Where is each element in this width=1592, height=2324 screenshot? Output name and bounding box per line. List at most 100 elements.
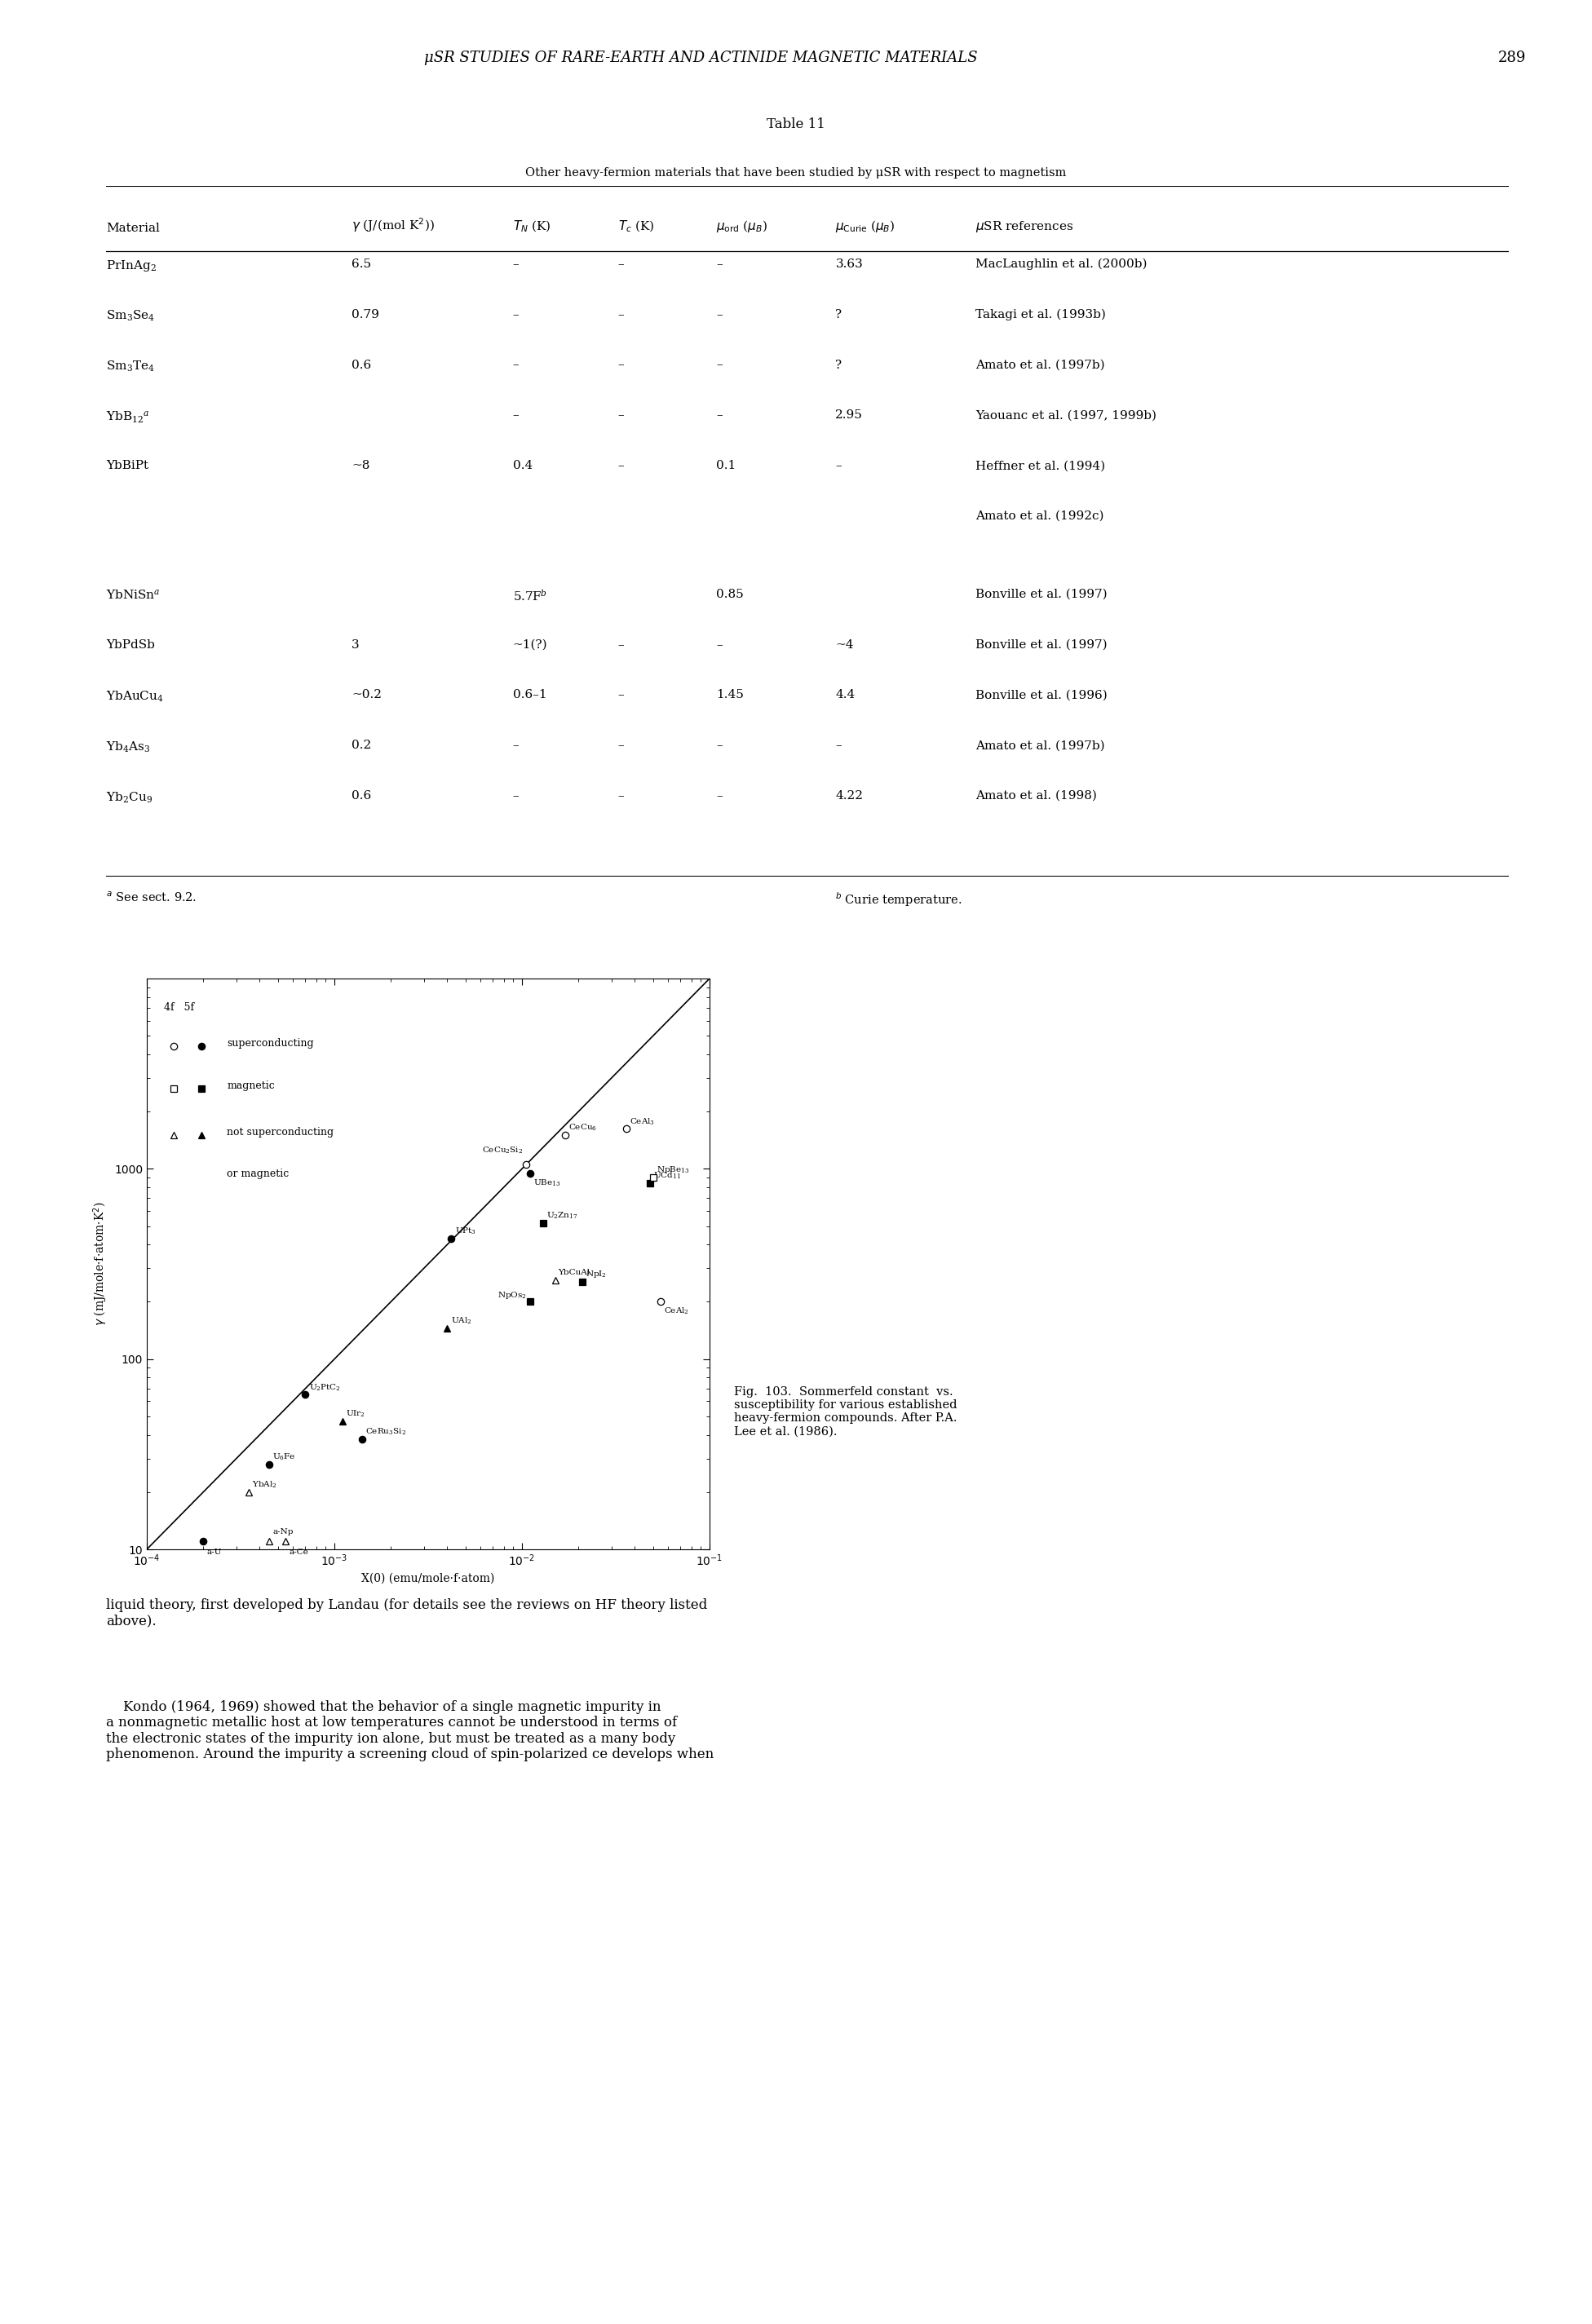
Text: Yb$_4$As$_3$: Yb$_4$As$_3$ bbox=[107, 739, 150, 753]
Text: 0.6: 0.6 bbox=[352, 360, 371, 372]
Text: NpBe$_{13}$: NpBe$_{13}$ bbox=[656, 1164, 689, 1176]
Text: Sm$_3$Te$_4$: Sm$_3$Te$_4$ bbox=[107, 360, 154, 374]
Text: 4.22: 4.22 bbox=[836, 790, 863, 802]
Text: UAl$_2$: UAl$_2$ bbox=[451, 1315, 471, 1327]
Text: ~4: ~4 bbox=[836, 639, 853, 651]
Text: ~8: ~8 bbox=[352, 460, 369, 472]
Text: μSR STUDIES OF RARE-EARTH AND ACTINIDE MAGNETIC MATERIALS: μSR STUDIES OF RARE-EARTH AND ACTINIDE M… bbox=[423, 51, 977, 65]
Text: UIr$_2$: UIr$_2$ bbox=[345, 1408, 365, 1420]
Text: YbBiPt: YbBiPt bbox=[107, 460, 148, 472]
Text: –: – bbox=[618, 690, 624, 702]
Text: YbPdSb: YbPdSb bbox=[107, 639, 154, 651]
Text: ~1(?): ~1(?) bbox=[513, 639, 548, 651]
Text: CeCu$_2$Si$_2$: CeCu$_2$Si$_2$ bbox=[482, 1146, 522, 1155]
Text: $\mu_\mathrm{ord}$ ($\mu_B$): $\mu_\mathrm{ord}$ ($\mu_B$) bbox=[716, 218, 767, 235]
Text: $T_c$ (K): $T_c$ (K) bbox=[618, 218, 654, 235]
Text: Material: Material bbox=[107, 223, 159, 235]
Text: U$_2$Zn$_{17}$: U$_2$Zn$_{17}$ bbox=[546, 1211, 578, 1220]
Text: UCd$_{11}$: UCd$_{11}$ bbox=[653, 1171, 681, 1181]
Text: $T_N$ (K): $T_N$ (K) bbox=[513, 218, 551, 235]
Text: UBe$_{13}$: UBe$_{13}$ bbox=[533, 1178, 560, 1188]
Text: YbB$_{12}$$^a$: YbB$_{12}$$^a$ bbox=[107, 409, 150, 425]
Text: Amato et al. (1992c): Amato et al. (1992c) bbox=[976, 511, 1105, 523]
Text: NpOs$_2$: NpOs$_2$ bbox=[497, 1290, 527, 1301]
Text: a-U: a-U bbox=[207, 1548, 221, 1557]
Text: –: – bbox=[618, 639, 624, 651]
Text: Yb$_2$Cu$_9$: Yb$_2$Cu$_9$ bbox=[107, 790, 153, 804]
Text: –: – bbox=[618, 409, 624, 421]
Text: Other heavy-fermion materials that have been studied by μSR with respect to magn: Other heavy-fermion materials that have … bbox=[525, 167, 1067, 179]
Text: 289: 289 bbox=[1498, 51, 1527, 65]
Text: 3: 3 bbox=[352, 639, 360, 651]
Text: 3.63: 3.63 bbox=[836, 258, 863, 270]
Text: $^a$ See sect. 9.2.: $^a$ See sect. 9.2. bbox=[107, 890, 197, 904]
Text: 2.95: 2.95 bbox=[836, 409, 863, 421]
Text: Amato et al. (1997b): Amato et al. (1997b) bbox=[976, 360, 1105, 372]
Text: –: – bbox=[716, 739, 723, 751]
Text: Sm$_3$Se$_4$: Sm$_3$Se$_4$ bbox=[107, 309, 154, 323]
Text: –: – bbox=[716, 639, 723, 651]
Text: Amato et al. (1998): Amato et al. (1998) bbox=[976, 790, 1097, 802]
Text: Kondo (1964, 1969) showed that the behavior of a single magnetic impurity in
a n: Kondo (1964, 1969) showed that the behav… bbox=[107, 1699, 713, 1762]
Text: –: – bbox=[618, 309, 624, 321]
Text: Table 11: Table 11 bbox=[767, 116, 825, 130]
Text: ?: ? bbox=[836, 309, 842, 321]
Text: Fig.  103.  Sommerfeld constant  vs.
susceptibility for various established
heav: Fig. 103. Sommerfeld constant vs. suscep… bbox=[734, 1385, 957, 1436]
Text: –: – bbox=[618, 258, 624, 270]
Text: U$_6$Fe: U$_6$Fe bbox=[272, 1452, 296, 1462]
Text: Amato et al. (1997b): Amato et al. (1997b) bbox=[976, 739, 1105, 751]
Text: YbNiSn$^a$: YbNiSn$^a$ bbox=[107, 588, 161, 602]
Text: CeCu$_6$: CeCu$_6$ bbox=[568, 1122, 597, 1134]
Text: a-Np: a-Np bbox=[272, 1529, 293, 1536]
Text: Yaouanc et al. (1997, 1999b): Yaouanc et al. (1997, 1999b) bbox=[976, 409, 1157, 421]
Y-axis label: $\gamma$ (mJ/mole·f·atom·K$^2$): $\gamma$ (mJ/mole·f·atom·K$^2$) bbox=[92, 1202, 110, 1327]
Text: –: – bbox=[513, 790, 519, 802]
Text: –: – bbox=[513, 739, 519, 751]
Text: a-Ce: a-Ce bbox=[290, 1548, 309, 1557]
Text: YbAuCu$_4$: YbAuCu$_4$ bbox=[107, 690, 164, 704]
Text: 0.4: 0.4 bbox=[513, 460, 533, 472]
Text: –: – bbox=[836, 460, 842, 472]
Text: CeAl$_3$: CeAl$_3$ bbox=[630, 1116, 654, 1127]
Text: 0.2: 0.2 bbox=[352, 739, 371, 751]
Text: –: – bbox=[513, 360, 519, 372]
Text: CeRu$_3$Si$_2$: CeRu$_3$Si$_2$ bbox=[365, 1427, 406, 1436]
Text: –: – bbox=[716, 360, 723, 372]
Text: –: – bbox=[716, 409, 723, 421]
Text: MacLaughlin et al. (2000b): MacLaughlin et al. (2000b) bbox=[976, 258, 1148, 270]
Text: Takagi et al. (1993b): Takagi et al. (1993b) bbox=[976, 309, 1106, 321]
Text: 0.1: 0.1 bbox=[716, 460, 736, 472]
Text: YbAl$_2$: YbAl$_2$ bbox=[252, 1480, 277, 1490]
Text: Bonville et al. (1997): Bonville et al. (1997) bbox=[976, 639, 1108, 651]
Text: liquid theory, first developed by Landau (for details see the reviews on HF theo: liquid theory, first developed by Landau… bbox=[107, 1599, 707, 1629]
Text: 6.5: 6.5 bbox=[352, 258, 371, 270]
Text: –: – bbox=[513, 258, 519, 270]
Text: $\gamma$ (J/(mol K$^2$)): $\gamma$ (J/(mol K$^2$)) bbox=[352, 216, 435, 235]
Text: –: – bbox=[618, 460, 624, 472]
Text: YbCuAl: YbCuAl bbox=[559, 1269, 591, 1276]
Text: ~0.2: ~0.2 bbox=[352, 690, 382, 702]
Text: 0.6: 0.6 bbox=[352, 790, 371, 802]
Text: Bonville et al. (1996): Bonville et al. (1996) bbox=[976, 690, 1108, 702]
Text: 0.6–1: 0.6–1 bbox=[513, 690, 546, 702]
Text: –: – bbox=[618, 739, 624, 751]
Text: –: – bbox=[618, 360, 624, 372]
Text: U$_2$PtC$_2$: U$_2$PtC$_2$ bbox=[309, 1383, 341, 1392]
Text: –: – bbox=[513, 309, 519, 321]
Text: –: – bbox=[513, 409, 519, 421]
Text: $\mu$SR references: $\mu$SR references bbox=[976, 218, 1075, 235]
X-axis label: X(0) (emu/mole·f·atom): X(0) (emu/mole·f·atom) bbox=[361, 1573, 495, 1585]
Text: $^b$ Curie temperature.: $^b$ Curie temperature. bbox=[836, 890, 963, 909]
Text: 0.85: 0.85 bbox=[716, 588, 743, 600]
Text: 0.79: 0.79 bbox=[352, 309, 379, 321]
Text: 1.45: 1.45 bbox=[716, 690, 743, 702]
Text: –: – bbox=[836, 739, 842, 751]
Text: 5.7F$^b$: 5.7F$^b$ bbox=[513, 588, 548, 604]
Text: –: – bbox=[716, 258, 723, 270]
Text: Bonville et al. (1997): Bonville et al. (1997) bbox=[976, 588, 1108, 600]
Text: –: – bbox=[618, 790, 624, 802]
Text: Heffner et al. (1994): Heffner et al. (1994) bbox=[976, 460, 1105, 472]
Text: CeAl$_2$: CeAl$_2$ bbox=[664, 1306, 689, 1315]
Text: NpI$_2$: NpI$_2$ bbox=[586, 1269, 607, 1281]
Text: PrInAg$_2$: PrInAg$_2$ bbox=[107, 258, 156, 274]
